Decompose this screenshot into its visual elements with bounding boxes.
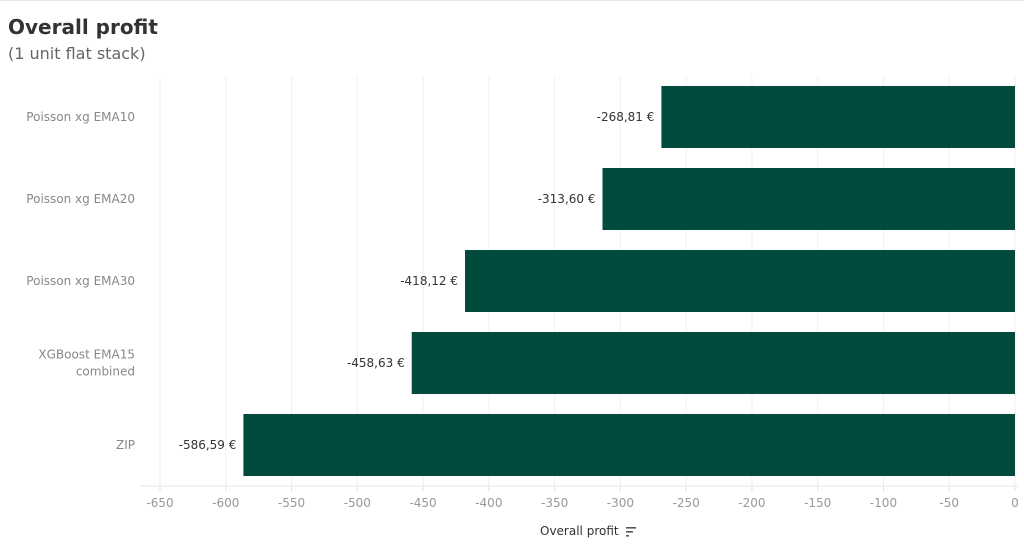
bar[interactable]	[411, 332, 1015, 394]
x-axis-label[interactable]: Overall profit	[540, 524, 619, 538]
bar[interactable]	[465, 250, 1016, 312]
bar[interactable]	[602, 168, 1015, 230]
data-label: -418,12 €	[400, 274, 458, 288]
x-tick-label: -250	[673, 496, 700, 510]
category-label: combined	[76, 365, 135, 379]
x-tick-label: -450	[409, 496, 436, 510]
x-tick-label: -500	[344, 496, 371, 510]
x-tick-label: -100	[870, 496, 897, 510]
category-label: Poisson xg EMA10	[26, 110, 135, 124]
data-label: -268,81 €	[597, 110, 655, 124]
x-tick-label: -200	[738, 496, 765, 510]
data-label: -586,59 €	[179, 438, 237, 452]
bar[interactable]	[661, 86, 1015, 148]
x-tick-label: -300	[607, 496, 634, 510]
x-tick-label: 0	[1011, 496, 1019, 510]
x-tick-label: -650	[146, 496, 173, 510]
sort-icon[interactable]	[626, 527, 636, 537]
category-label: ZIP	[116, 438, 135, 452]
chart-subtitle: (1 unit flat stack)	[8, 44, 146, 63]
data-label: -313,60 €	[538, 192, 596, 206]
category-label: Poisson xg EMA30	[26, 274, 135, 288]
data-label: -458,63 €	[347, 356, 405, 370]
x-tick-label: -150	[804, 496, 831, 510]
x-tick-label: -550	[278, 496, 305, 510]
category-label: Poisson xg EMA20	[26, 192, 135, 206]
chart-title: Overall profit	[8, 15, 158, 39]
x-tick-label: -400	[475, 496, 502, 510]
x-tick-label: -600	[212, 496, 239, 510]
x-tick-label: -350	[541, 496, 568, 510]
category-label: XGBoost EMA15	[38, 348, 135, 362]
bar[interactable]	[243, 414, 1015, 476]
x-tick-label: -50	[939, 496, 959, 510]
